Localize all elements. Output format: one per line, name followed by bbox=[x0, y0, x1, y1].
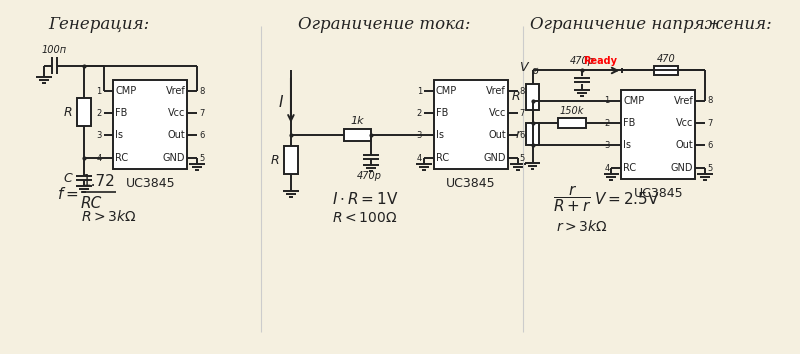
Text: Vcc: Vcc bbox=[489, 108, 506, 118]
Text: 3: 3 bbox=[604, 141, 610, 150]
Text: 1: 1 bbox=[96, 86, 102, 96]
Text: 4: 4 bbox=[96, 154, 102, 163]
Text: CMP: CMP bbox=[436, 86, 457, 96]
Text: Vcc: Vcc bbox=[676, 118, 694, 128]
Text: 7: 7 bbox=[199, 109, 205, 118]
Text: 6: 6 bbox=[199, 131, 205, 140]
Text: 1k: 1k bbox=[350, 115, 364, 126]
Text: RC: RC bbox=[623, 163, 636, 173]
Text: $R < 100\Omega$: $R < 100\Omega$ bbox=[332, 211, 398, 225]
Text: Ready: Ready bbox=[583, 56, 617, 65]
Bar bbox=[558, 118, 586, 129]
Text: 8: 8 bbox=[199, 86, 205, 96]
Text: GND: GND bbox=[483, 154, 506, 164]
Text: 1: 1 bbox=[417, 86, 422, 96]
Text: Vref: Vref bbox=[674, 96, 694, 106]
Text: GND: GND bbox=[670, 163, 694, 173]
Text: 6: 6 bbox=[520, 131, 525, 140]
Text: Генерация:: Генерация: bbox=[48, 16, 150, 33]
Text: 4: 4 bbox=[417, 154, 422, 163]
Bar bbox=[434, 80, 508, 169]
Text: 7: 7 bbox=[520, 109, 525, 118]
Text: 3: 3 bbox=[96, 131, 102, 140]
Text: 100п: 100п bbox=[42, 45, 67, 55]
Text: $f=$: $f=$ bbox=[58, 186, 79, 202]
Text: 470р: 470р bbox=[357, 171, 382, 181]
Text: $V = 2.5\mathrm{V}$: $V = 2.5\mathrm{V}$ bbox=[594, 191, 659, 207]
Text: Out: Out bbox=[168, 130, 186, 141]
Text: Vref: Vref bbox=[486, 86, 506, 96]
Text: 470р: 470р bbox=[570, 56, 594, 65]
Bar bbox=[622, 90, 695, 179]
Bar bbox=[77, 98, 90, 126]
Text: Ограничение напряжения:: Ограничение напряжения: bbox=[530, 16, 772, 33]
Text: Ограничение тока:: Ограничение тока: bbox=[298, 16, 471, 33]
Text: 5: 5 bbox=[199, 154, 205, 163]
Text: Is: Is bbox=[115, 130, 123, 141]
Text: 6: 6 bbox=[707, 141, 713, 150]
Text: 4: 4 bbox=[604, 164, 610, 173]
Text: Is: Is bbox=[623, 140, 631, 150]
Text: Out: Out bbox=[488, 130, 506, 141]
Text: RC: RC bbox=[115, 154, 129, 164]
Text: Out: Out bbox=[675, 140, 694, 150]
Text: GND: GND bbox=[163, 154, 186, 164]
Text: RC: RC bbox=[81, 196, 102, 211]
Text: R: R bbox=[512, 90, 521, 103]
Text: I: I bbox=[278, 96, 283, 110]
Text: 5: 5 bbox=[707, 164, 712, 173]
Text: C: C bbox=[63, 172, 72, 185]
Text: UC3845: UC3845 bbox=[446, 177, 496, 190]
Bar bbox=[284, 146, 298, 174]
Text: R: R bbox=[270, 154, 279, 166]
Text: V: V bbox=[519, 61, 527, 74]
Text: Vref: Vref bbox=[166, 86, 186, 96]
Text: 470: 470 bbox=[657, 53, 675, 64]
Text: 1.72: 1.72 bbox=[81, 174, 114, 189]
Text: 2: 2 bbox=[96, 109, 102, 118]
Bar bbox=[526, 123, 539, 145]
Text: 5: 5 bbox=[520, 154, 525, 163]
Text: 150k: 150k bbox=[560, 106, 584, 116]
Text: $\dfrac{r}{R+r}$: $\dfrac{r}{R+r}$ bbox=[554, 183, 592, 214]
Text: $R>3k\Omega$: $R>3k\Omega$ bbox=[81, 209, 137, 224]
Text: 8: 8 bbox=[707, 96, 713, 105]
Text: 2: 2 bbox=[604, 119, 610, 127]
Text: 8: 8 bbox=[520, 86, 525, 96]
Text: r: r bbox=[515, 128, 521, 141]
Text: CMP: CMP bbox=[623, 96, 645, 106]
Bar bbox=[654, 65, 678, 75]
Bar bbox=[526, 84, 539, 110]
Text: FB: FB bbox=[115, 108, 128, 118]
Bar bbox=[344, 130, 371, 141]
Text: CMP: CMP bbox=[115, 86, 137, 96]
Text: Vcc: Vcc bbox=[168, 108, 186, 118]
Text: UC3845: UC3845 bbox=[634, 187, 683, 200]
Text: 7: 7 bbox=[707, 119, 713, 127]
Text: 2: 2 bbox=[417, 109, 422, 118]
Bar bbox=[114, 80, 187, 169]
Text: 1: 1 bbox=[604, 96, 610, 105]
Text: $r > 3k\Omega$: $r > 3k\Omega$ bbox=[556, 219, 608, 234]
Text: ø: ø bbox=[531, 65, 538, 75]
Text: 3: 3 bbox=[417, 131, 422, 140]
Text: UC3845: UC3845 bbox=[126, 177, 175, 190]
Text: RC: RC bbox=[436, 154, 449, 164]
Text: FB: FB bbox=[436, 108, 448, 118]
Text: FB: FB bbox=[623, 118, 636, 128]
Text: Is: Is bbox=[436, 130, 444, 141]
Text: R: R bbox=[63, 105, 72, 119]
Text: $I \cdot R = 1\mathrm{V}$: $I \cdot R = 1\mathrm{V}$ bbox=[331, 191, 398, 207]
